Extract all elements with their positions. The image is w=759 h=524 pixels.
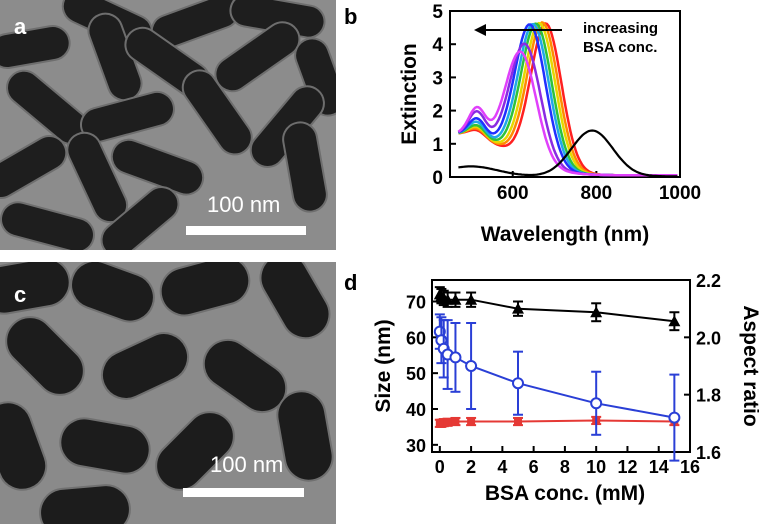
panel-label-d: d [344,270,358,295]
data-point-square [443,418,452,427]
x-tick-label-d: 12 [617,457,637,477]
data-point-triangle [512,302,524,314]
series-line-aspect-ratio [438,331,675,419]
annotation-text-line1: increasing [583,20,658,37]
x-tick-label-b: 600 [497,183,529,204]
x-axis-label-b: Wavelength (nm) [481,223,649,246]
y2-axis-label-d: Aspect ratio [739,305,759,426]
x-tick-label-d: 0 [435,457,445,477]
plot-frame-d [431,279,691,453]
plot-frame-b [449,10,681,178]
data-point-triangle [465,293,478,305]
scale-bar-label-a: 100 nm [207,192,281,217]
data-point-square [451,417,460,426]
y-tick-label-d: 60 [406,328,426,348]
nanorods-c [0,262,336,524]
data-point-circle [512,377,524,390]
y-axis-label-b: Extinction [398,43,421,145]
scale-bar-label-c: 100 nm [210,452,284,477]
x-tick-label-d: 6 [529,457,539,477]
x-axis-label-d: BSA conc. (mM) [485,482,645,505]
y-tick-label-d: 40 [406,400,426,420]
tem-image-c: c 100 nm [0,262,336,524]
data-point-square [467,417,476,426]
annotation-arrow-head [474,24,486,36]
x-tick-label-d: 16 [680,457,700,477]
y-tick-label-d: 30 [406,436,426,456]
panel-label-c: c [14,282,27,307]
tem-image-a: a 100 nm [0,0,336,250]
spectrum-line-reference [458,129,678,178]
data-point-circle [465,360,478,372]
data-point-triangle [668,315,681,327]
x-tick-label-d: 4 [497,457,507,477]
x-tick-label-d: 8 [560,457,570,477]
y-tick-label-b: 4 [432,35,443,56]
y-tick-label-b: 0 [432,168,443,189]
x-tick-label-b: 800 [581,183,613,204]
data-point-circle [590,397,603,410]
y-tick-label-b: 1 [432,135,443,156]
data-point-circle [668,411,681,424]
data-point-circle [449,351,462,364]
annotation-text-line2: BSA conc. [583,39,657,56]
panel-label-b: b [344,4,358,29]
data-point-triangle [441,293,454,305]
data-point-triangle [590,306,603,318]
data-point-square [514,417,522,426]
y-tick-label-b: 5 [432,2,443,23]
x-tick-label-b: 1000 [659,183,701,204]
nanorods-a [0,0,336,250]
x-tick-label-d: 2 [466,457,476,477]
scale-bar-c [183,488,304,497]
y2-tick-label-d: 1.6 [696,443,721,463]
y-tick-label-b: 2 [432,102,443,123]
x-tick-label-d: 14 [649,457,669,477]
y-tick-label-b: 3 [432,68,443,89]
y2-tick-label-d: 2.2 [696,271,721,291]
y-tick-label-d: 70 [406,293,426,313]
panel-label-a: a [14,14,27,39]
scale-bar-a [186,226,306,235]
data-point-triangle [449,293,462,305]
spectrum-line-7 [457,50,678,177]
y-axis-label-d: Size (nm) [372,319,395,412]
x-tick-label-d: 10 [586,457,606,477]
y-tick-label-d: 50 [406,364,426,384]
y2-tick-label-d: 1.8 [696,386,721,406]
y2-tick-label-d: 2.0 [696,328,721,348]
